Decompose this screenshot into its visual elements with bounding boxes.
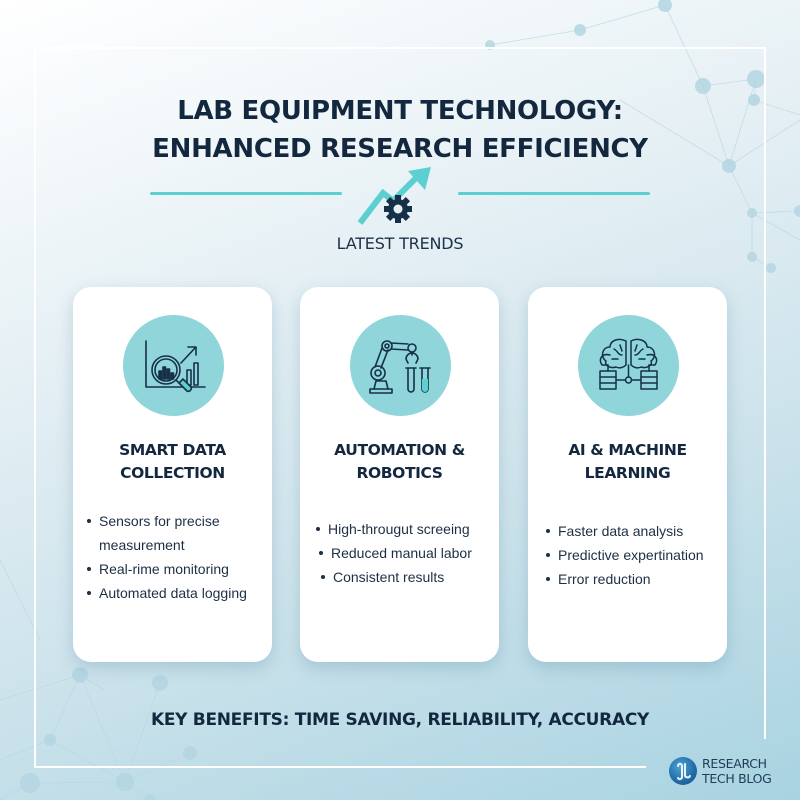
card-title-line-1: AI & MACHINE xyxy=(568,441,687,459)
card-bullet-list: Sensors for precise measurement Real-rime… xyxy=(85,509,270,605)
divider-right xyxy=(458,192,650,195)
robotic-arm-test-tubes-icon xyxy=(368,340,431,394)
list-item: Automated data logging xyxy=(85,581,270,605)
title-line-2: ENHANCED RESEARCH EFFICIENCY xyxy=(152,134,648,164)
list-item: Error reduction xyxy=(544,567,729,591)
card-title-line-2: ROBOTICS xyxy=(356,464,443,482)
list-item: Predictive expertination xyxy=(544,543,729,567)
logo-mark-icon xyxy=(669,757,697,785)
card-title: AUTOMATION & ROBOTICS xyxy=(300,439,499,485)
brain-servers-icon xyxy=(598,338,658,390)
divider-left xyxy=(150,192,342,195)
card-title: SMART DATA COLLECTION xyxy=(73,439,272,485)
card-bullet-list: High-througut screeing Reduced manual la… xyxy=(314,517,499,589)
logo-text: RESEARCH TECH BLOG xyxy=(702,756,772,786)
card-automation-robotics: AUTOMATION & ROBOTICS High-througut scre… xyxy=(300,287,499,662)
card-title: AI & MACHINE LEARNING xyxy=(528,439,727,485)
icon-badge xyxy=(349,315,451,416)
title-line-1: LAB EQUIPMENT TECHNOLOGY: xyxy=(177,96,623,126)
section-subtitle: LATEST TRENDS xyxy=(336,234,464,253)
icon-badge xyxy=(577,315,679,416)
icon-badge xyxy=(122,315,224,416)
trend-arrow-gear-icon xyxy=(357,167,431,225)
list-item: Reduced manual labor xyxy=(317,541,499,565)
list-item: Real-rime monitoring xyxy=(85,557,270,581)
logo-line-1: RESEARCH xyxy=(702,756,767,771)
research-tech-blog-logo[interactable]: RESEARCH TECH BLOG xyxy=(669,756,799,786)
page-title: LAB EQUIPMENT TECHNOLOGY: ENHANCED RESEA… xyxy=(0,92,800,168)
frame-bottom-edge xyxy=(34,766,646,768)
card-title-line-1: SMART DATA xyxy=(119,441,226,459)
card-ai-machine-learning: AI & MACHINE LEARNING Faster data analys… xyxy=(528,287,727,662)
card-title-line-2: LEARNING xyxy=(584,464,671,482)
list-item: Faster data analysis xyxy=(544,519,729,543)
decorative-frame xyxy=(34,47,766,768)
card-title-line-2: COLLECTION xyxy=(120,464,225,482)
card-bullet-list: Faster data analysis Predictive expertin… xyxy=(544,519,729,591)
frame-right-edge xyxy=(764,47,766,739)
card-title-line-1: AUTOMATION & xyxy=(334,441,465,459)
list-item: Sensors for precise measurement xyxy=(85,509,270,557)
list-item: High-througut screeing xyxy=(314,517,499,541)
card-smart-data-collection: SMART DATA COLLECTION Sensors for precis… xyxy=(73,287,272,662)
list-item: Consistent results xyxy=(319,565,499,589)
data-magnifier-chart-icon xyxy=(144,340,206,393)
logo-line-2: TECH BLOG xyxy=(702,771,772,786)
key-benefits-banner: KEY BENEFITS: TIME SAVING, RELIABILITY, … xyxy=(150,710,650,730)
